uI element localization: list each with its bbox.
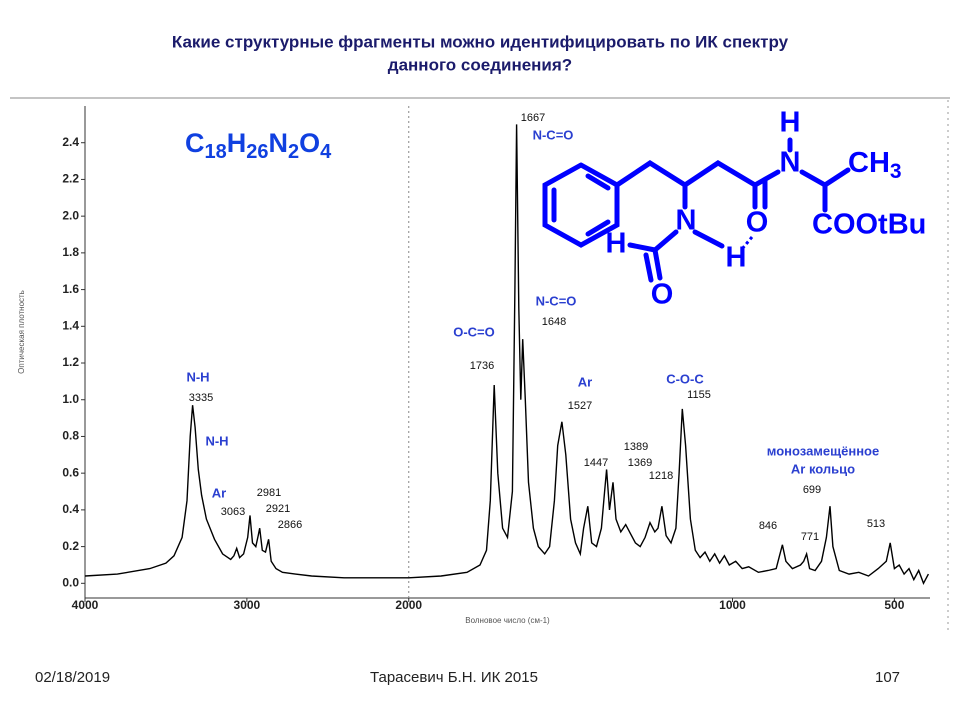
y-tick-label: 0.6 bbox=[62, 465, 79, 479]
peak-label: 1155 bbox=[687, 389, 711, 401]
x-tick-label: 1000 bbox=[719, 598, 746, 612]
group-label: N-C=O bbox=[536, 293, 577, 308]
bond bbox=[692, 229, 725, 249]
group-label: Ar bbox=[212, 485, 226, 500]
group-label: N-H bbox=[205, 433, 228, 448]
atom-label: H bbox=[726, 242, 747, 274]
h-bond bbox=[740, 236, 754, 250]
page-number: 107 bbox=[875, 669, 900, 686]
group-label: монозамещённое bbox=[767, 443, 879, 458]
peak-label: 2981 bbox=[257, 487, 281, 499]
peak-label: 2866 bbox=[278, 519, 302, 531]
bond bbox=[585, 219, 611, 237]
y-tick-label: 1.2 bbox=[62, 355, 79, 369]
group-label: N-C=O bbox=[533, 127, 574, 142]
y-tick-label: 1.6 bbox=[62, 282, 79, 296]
y-tick-label: 1.0 bbox=[62, 392, 79, 406]
peak-label: 1667 bbox=[521, 112, 545, 124]
atom-label: O bbox=[651, 279, 674, 311]
peak-label: 1218 bbox=[649, 470, 673, 482]
group-label: Ar bbox=[578, 374, 592, 389]
footer-date: 02/18/2019 bbox=[35, 669, 110, 686]
x-tick-label: 2000 bbox=[395, 598, 422, 612]
bond bbox=[585, 173, 611, 191]
peak-label: 846 bbox=[759, 520, 777, 532]
y-tick-label: 1.8 bbox=[62, 245, 79, 259]
atom-label: N bbox=[676, 205, 697, 237]
footer-author: Тарасевич Б.Н. ИК 2015 bbox=[370, 669, 538, 686]
x-tick-label: 3000 bbox=[234, 598, 261, 612]
peak-label: 3063 bbox=[221, 506, 245, 518]
peak-label: 1648 bbox=[542, 316, 566, 328]
bond bbox=[799, 169, 828, 188]
spectrum bbox=[84, 124, 930, 585]
atom-label: N bbox=[780, 147, 801, 179]
peak-label: 2921 bbox=[266, 503, 290, 515]
formula: C18H26N2O4 bbox=[185, 128, 332, 163]
y-tick-label: 2.4 bbox=[62, 135, 79, 149]
group-label: O-C=O bbox=[453, 324, 495, 339]
y-tick-label: 2.0 bbox=[62, 208, 79, 222]
peak-label: 1369 bbox=[628, 457, 652, 469]
y-tick-label: 1.4 bbox=[62, 318, 79, 332]
atom-label: H bbox=[606, 228, 627, 260]
peak-label: 513 bbox=[867, 518, 885, 530]
x-tick-label: 500 bbox=[884, 598, 904, 612]
peak-label: 1736 bbox=[470, 360, 494, 372]
peak-label: 1389 bbox=[624, 441, 648, 453]
atom-label: H bbox=[780, 107, 801, 139]
bond bbox=[822, 167, 851, 188]
x-tick-label: 4000 bbox=[72, 598, 99, 612]
peak-label: 699 bbox=[803, 484, 821, 496]
y-tick-label: 0.0 bbox=[62, 575, 79, 589]
structure: H N CH3 O COOtBu N H H O bbox=[542, 107, 926, 311]
title-line: Какие структурные фрагменты можно иденти… bbox=[172, 32, 789, 51]
atom-label: COOtBu bbox=[812, 209, 926, 241]
bond bbox=[643, 252, 654, 283]
group-label: Ar кольцо bbox=[791, 461, 855, 476]
atom-label: CH3 bbox=[848, 147, 902, 183]
atom-label: O bbox=[746, 207, 769, 239]
peak-label: 1447 bbox=[584, 457, 608, 469]
chain bbox=[614, 160, 781, 188]
y-tick-label: 0.8 bbox=[62, 429, 79, 443]
bond bbox=[627, 242, 658, 253]
peak-label: 771 bbox=[801, 531, 819, 543]
y-tick-label: 0.4 bbox=[62, 502, 79, 516]
x-axis-label: Волновое число (см-1) bbox=[465, 616, 550, 625]
title-line: данного соединения? bbox=[388, 55, 572, 74]
bond bbox=[652, 247, 663, 281]
y-tick-label: 0.2 bbox=[62, 539, 79, 553]
y-tick-label: 2.2 bbox=[62, 172, 79, 186]
peak-label: 1527 bbox=[568, 400, 592, 412]
group-label: N-H bbox=[186, 369, 209, 384]
y-axis-label: Оптическая плотность bbox=[17, 290, 26, 374]
group-label: C-O-C bbox=[666, 371, 704, 386]
peak-label: 3335 bbox=[189, 392, 213, 404]
bond bbox=[652, 229, 679, 253]
